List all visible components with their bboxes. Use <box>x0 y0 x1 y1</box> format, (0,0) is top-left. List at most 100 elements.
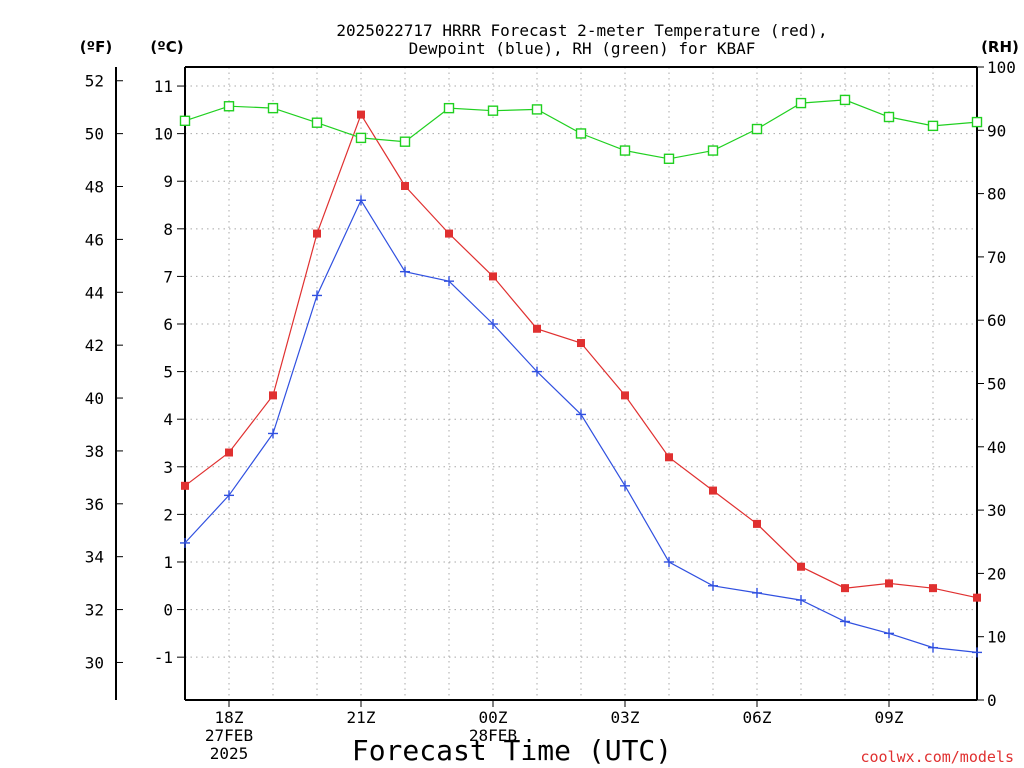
rh-tick-label: 10 <box>987 628 1006 647</box>
rh-point <box>751 123 763 135</box>
dewpoint-point <box>488 319 498 330</box>
celsius-tick-label: 2 <box>163 505 173 524</box>
temperature-point <box>665 453 673 462</box>
temperature-point <box>929 584 937 593</box>
rh-tick-label: 70 <box>987 248 1006 267</box>
fahrenheit-tick-label: 50 <box>85 125 104 144</box>
rh-point <box>839 94 851 106</box>
celsius-tick-label: -1 <box>154 648 173 667</box>
chart-title-line1: 2025022717 HRRR Forecast 2-meter Tempera… <box>336 21 827 40</box>
dewpoint-point <box>356 195 366 206</box>
celsius-tick-label: 6 <box>163 315 173 334</box>
temperature-point <box>797 562 805 571</box>
rh-point <box>267 102 279 114</box>
rh-point <box>707 145 719 156</box>
rh-tick-label: 50 <box>987 375 1006 394</box>
temperature-point <box>621 391 629 400</box>
rh-point <box>179 115 191 127</box>
rh-point <box>971 116 983 128</box>
celsius-tick-label: 9 <box>163 172 173 191</box>
fahrenheit-tick-label: 46 <box>85 230 104 249</box>
x-axis-title: Forecast Time (UTC) <box>352 734 672 767</box>
dewpoint-point <box>224 490 234 501</box>
temperature-point <box>357 110 365 119</box>
rh-point <box>927 120 939 132</box>
rh-point <box>355 132 367 144</box>
rh-point <box>311 117 323 128</box>
dewpoint-point <box>664 556 674 567</box>
temperature-point <box>269 391 277 400</box>
rh-tick-label: 90 <box>987 121 1006 140</box>
rh-point <box>399 136 411 147</box>
celsius-tick-label: 3 <box>163 458 173 477</box>
rh-point <box>575 128 587 139</box>
data-series <box>179 94 983 658</box>
dewpoint-point <box>796 595 806 606</box>
temperature-point <box>533 324 541 333</box>
rh-tick-label: 100 <box>987 58 1016 77</box>
x-tick-label: 27FEB <box>205 726 253 745</box>
celsius-tick-label: 4 <box>163 410 173 429</box>
rh-point <box>663 153 675 164</box>
celsius-tick-label: 5 <box>163 363 173 382</box>
celsius-tick-label: 1 <box>163 553 173 572</box>
fahrenheit-unit-label: (ºF) <box>80 38 112 56</box>
dewpoint-point <box>928 642 938 653</box>
temperature-point <box>313 229 321 238</box>
dewpoint-point <box>532 366 542 377</box>
dewpoint-point <box>620 480 630 491</box>
rh-tick-label: 20 <box>987 564 1006 583</box>
dewpoint-point <box>576 409 586 420</box>
rh-tick-label: 60 <box>987 311 1006 330</box>
dewpoint-point <box>180 537 190 548</box>
dewpoint-point <box>840 616 850 627</box>
fahrenheit-tick-label: 52 <box>85 72 104 91</box>
celsius-tick-label: 10 <box>154 125 173 144</box>
temperature-point <box>445 229 453 238</box>
temperature-point <box>181 481 189 490</box>
temperature-point <box>709 486 717 495</box>
dewpoint-point <box>708 580 718 591</box>
temperature-line <box>184 113 978 599</box>
rh-point <box>619 145 631 156</box>
dewpoint-point <box>268 428 278 439</box>
axes: -101234567891011303234363840424446485052… <box>85 58 1016 763</box>
x-tick-label: 28FEB <box>469 726 517 745</box>
dewpoint-point <box>400 266 410 277</box>
rh-tick-label: 0 <box>987 691 997 710</box>
dewpoint-point <box>972 647 982 658</box>
dewpoint-point <box>312 290 322 301</box>
rh-tick-label: 40 <box>987 438 1006 457</box>
x-tick-label: 00Z <box>479 708 508 727</box>
celsius-tick-label: 0 <box>163 601 173 620</box>
rh-tick-label: 30 <box>987 501 1006 520</box>
fahrenheit-tick-label: 44 <box>85 283 104 302</box>
celsius-tick-label: 11 <box>154 77 173 96</box>
temperature-point <box>401 181 409 190</box>
dewpoint-point <box>444 276 454 287</box>
fahrenheit-tick-label: 40 <box>85 389 104 408</box>
rh-point <box>883 111 895 123</box>
fahrenheit-tick-label: 30 <box>85 653 104 672</box>
rh-point <box>443 102 455 114</box>
credit-text: coolwx.com/models <box>860 748 1014 766</box>
x-tick-label: 2025 <box>210 744 249 763</box>
temperature-point <box>841 584 849 593</box>
rh-point <box>487 105 499 116</box>
rh-tick-label: 80 <box>987 185 1006 204</box>
celsius-tick-label: 8 <box>163 220 173 239</box>
x-tick-label: 06Z <box>743 708 772 727</box>
temperature-point <box>753 519 761 528</box>
fahrenheit-tick-label: 38 <box>85 442 104 461</box>
x-tick-label: 03Z <box>611 708 640 727</box>
fahrenheit-tick-label: 36 <box>85 495 104 514</box>
x-tick-label: 09Z <box>875 708 904 727</box>
rh-point <box>795 97 807 109</box>
x-tick-label: 21Z <box>347 708 376 727</box>
temperature-point <box>225 448 233 457</box>
dewpoint-point <box>752 587 762 598</box>
celsius-tick-label: 7 <box>163 267 173 286</box>
temperature-point <box>577 339 585 348</box>
temperature-point <box>489 272 497 281</box>
chart-title-line2: Dewpoint (blue), RH (green) for KBAF <box>409 39 756 58</box>
